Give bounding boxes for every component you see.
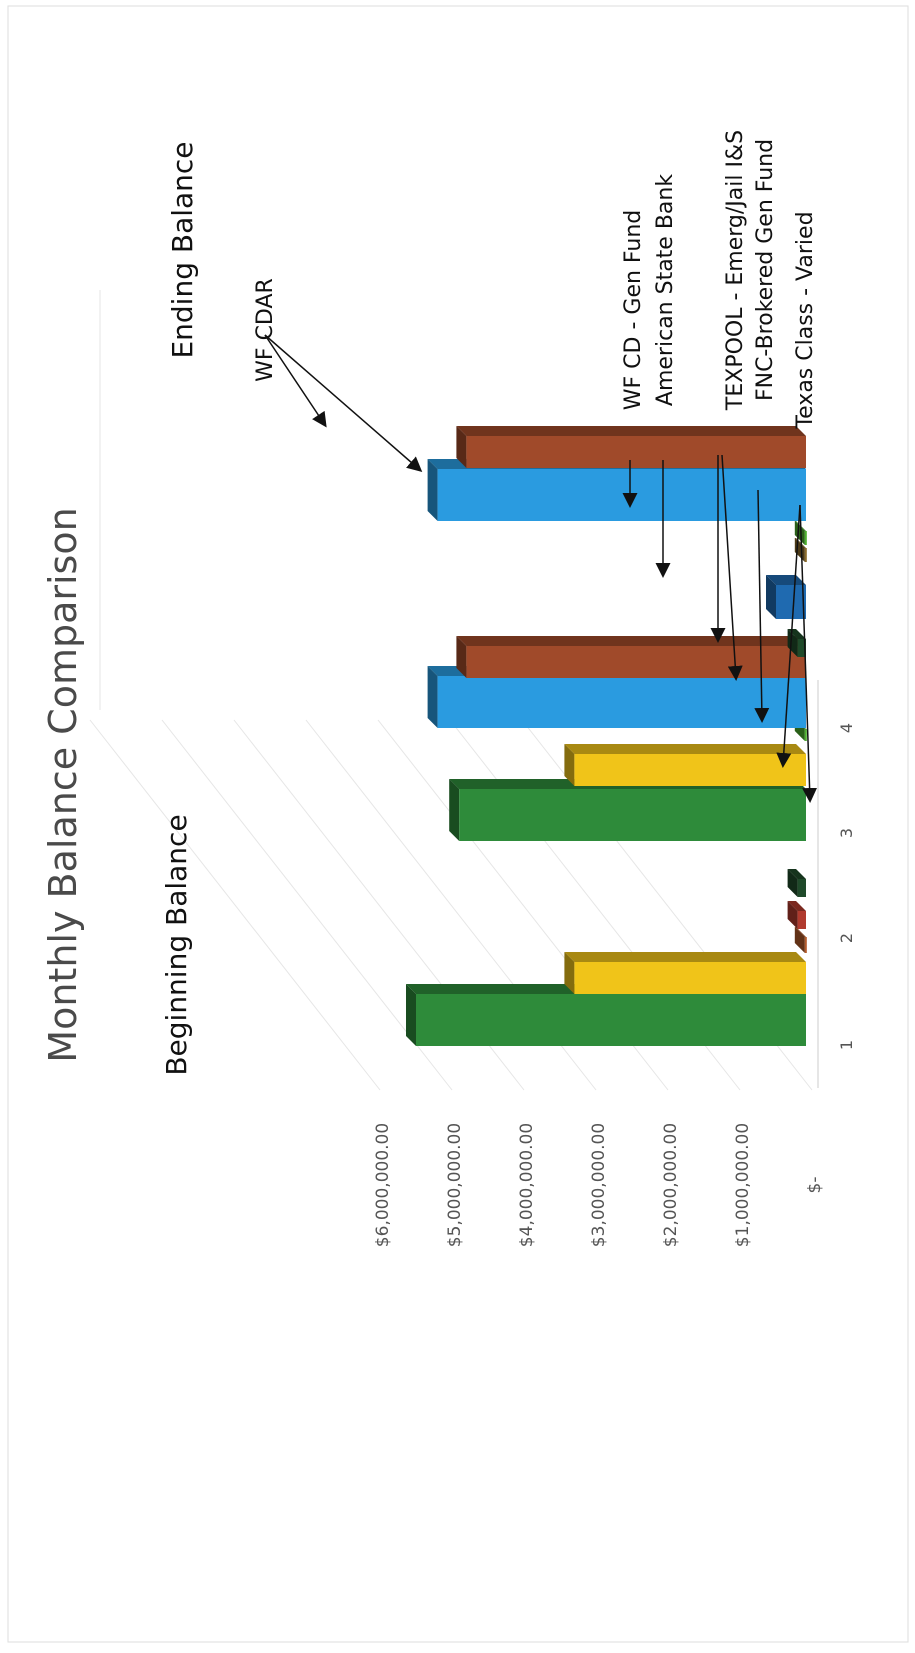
bar-front-face [797,639,806,657]
annotation-wf-cdar: WF CDAR [253,278,278,382]
bar [427,459,806,521]
annotation-arrow [264,334,327,428]
annotation-arrow [776,504,801,768]
bar-end-face [456,426,467,468]
group-label-ending: Ending Balance [166,141,199,358]
annotation-arrow [799,504,818,803]
bar-front-face [804,548,807,562]
bar-front-face [776,585,806,619]
bar-front-face [574,754,806,786]
group-label-beginning: Beginning Balance [160,814,193,1075]
bar-front-face [804,937,807,953]
bar-top-face [787,901,806,911]
annotation-arrow [754,489,770,723]
y-tick-label: $- [805,1177,825,1194]
bar [449,779,806,841]
bar-end-face [787,869,798,897]
bar-front-face [574,962,806,994]
y-tick-label: $1,000,000.00 [733,1123,753,1247]
bar-front-face [466,646,806,678]
bar [787,869,806,897]
bar-end-face [427,459,438,521]
category-label: 3 [837,828,856,838]
bar-end-face [564,952,575,994]
annotation-texas-class: Texas Class - Varied [793,211,818,429]
category-label: 2 [837,933,856,943]
annotation-fnc-brokered: FNC-Brokered Gen Fund [753,139,778,401]
bar-end-face [787,629,798,657]
bar-front-face [437,676,806,728]
y-tick-label: $6,000,000.00 [373,1123,393,1247]
bar-top-face [564,744,806,754]
bar-front-face [797,879,806,897]
bar-front-face [466,436,806,468]
bar-top-face [564,952,806,962]
bar [456,636,806,678]
annotation-arrow [264,334,423,472]
bar-end-face [794,927,805,953]
annotation-arrow [721,454,743,681]
y-tick-label: $2,000,000.00 [661,1123,681,1247]
y-tick-label: $3,000,000.00 [589,1123,609,1247]
bar-end-face [456,636,467,678]
bar-top-face [456,426,806,436]
bar-end-face [427,666,438,728]
bar-front-face [437,469,806,521]
bar [456,426,806,468]
chart-title: Monthly Balance Comparison [41,507,85,1062]
bar [564,952,806,994]
bar-end-face [564,744,575,786]
bar-front-face [416,994,806,1046]
y-tick-label: $5,000,000.00 [445,1123,465,1247]
y-tick-label: $4,000,000.00 [517,1123,537,1247]
bar-top-face [787,869,806,879]
annotation-american-state-bank: American State Bank [653,174,678,406]
bar-front-face [459,789,806,841]
bar-end-face [406,984,416,1046]
gridline [89,719,381,1091]
gridline [161,719,453,1091]
bar-end-face [794,521,805,545]
bar-front-face [804,531,807,545]
bar [564,744,806,786]
bar-top-face [794,927,806,937]
bar [766,575,806,619]
annotation-wf-cd-gen-fund: WF CD - Gen Fund [621,210,646,410]
bar-front-face [804,729,807,741]
annotation-texpool: TEXPOOL - Emerg/Jail I&S [723,130,748,411]
bar-top-face [456,636,806,646]
bar-front-face [797,911,806,929]
bar-end-face [449,779,460,841]
bar [787,901,806,929]
bar-end-face [766,575,776,619]
category-label: 4 [837,723,856,733]
bar [794,927,807,953]
bar-end-face [787,901,798,929]
category-label: 1 [837,1040,856,1050]
